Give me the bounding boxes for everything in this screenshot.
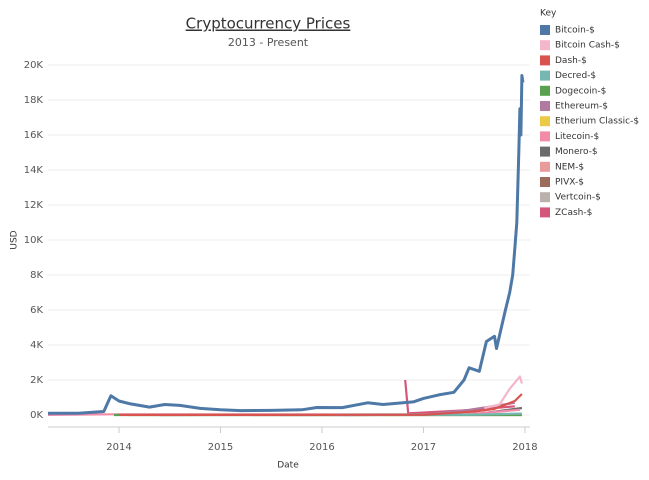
legend-title: Key [540, 9, 557, 19]
legend-label: ZCash-$ [555, 208, 592, 218]
legend-label: Decred-$ [555, 71, 596, 81]
y-tick-label: 20K [24, 60, 44, 71]
x-tick-label: 2018 [512, 442, 537, 453]
legend-label: Monero-$ [555, 147, 598, 157]
legend-swatch [540, 55, 550, 66]
legend-swatch [540, 25, 550, 35]
legend-swatch [540, 70, 550, 81]
y-tick-label: 12K [24, 200, 44, 211]
chart-subtitle: 2013 - Present [228, 36, 309, 49]
legend-label: PIVX-$ [555, 178, 584, 188]
legend-label: Bitcoin-$ [555, 26, 595, 36]
legend-label: Dogecoin-$ [555, 86, 606, 96]
legend-swatch [540, 161, 550, 172]
x-tick-label: 2017 [411, 442, 436, 453]
legend-label: NEM-$ [555, 162, 584, 172]
y-tick-label: 16K [24, 130, 44, 141]
legend-label: Bitcoin Cash-$ [555, 41, 620, 51]
legend-swatch [540, 85, 550, 96]
legend-swatch [540, 177, 550, 187]
y-tick-label: 18K [24, 95, 44, 106]
legend-swatch [540, 146, 550, 157]
legend-label: Litecoin-$ [555, 132, 599, 142]
legend-swatch [540, 131, 550, 142]
series-line [118, 393, 523, 416]
y-axis-label: USD [10, 230, 20, 249]
legend-label: Dash-$ [555, 56, 587, 66]
legend-swatch [540, 101, 550, 111]
legend-swatch [540, 192, 550, 203]
legend-label: Ethereum-$ [555, 102, 608, 112]
y-tick-label: 6K [30, 305, 43, 316]
legend-label: Etherium Classic-$ [555, 117, 639, 127]
y-tick-label: 4K [30, 340, 43, 351]
legend-swatch [540, 207, 550, 218]
y-tick-label: 2K [30, 375, 43, 386]
x-axis-label: Date [277, 461, 299, 471]
legend-swatch [540, 116, 550, 127]
x-tick-label: 2014 [106, 442, 131, 453]
legend-swatch [540, 40, 550, 51]
series-line [48, 74, 525, 415]
y-tick-label: 10K [24, 235, 44, 246]
x-tick-label: 2016 [309, 442, 334, 453]
chart-title: Cryptocurrency Prices [186, 15, 351, 33]
legend-label: Vertcoin-$ [555, 193, 601, 203]
series-line [484, 375, 523, 410]
y-tick-label: 0K [30, 410, 43, 421]
x-tick-label: 2015 [208, 442, 233, 453]
y-tick-label: 8K [30, 270, 43, 281]
y-tick-label: 14K [24, 165, 44, 176]
